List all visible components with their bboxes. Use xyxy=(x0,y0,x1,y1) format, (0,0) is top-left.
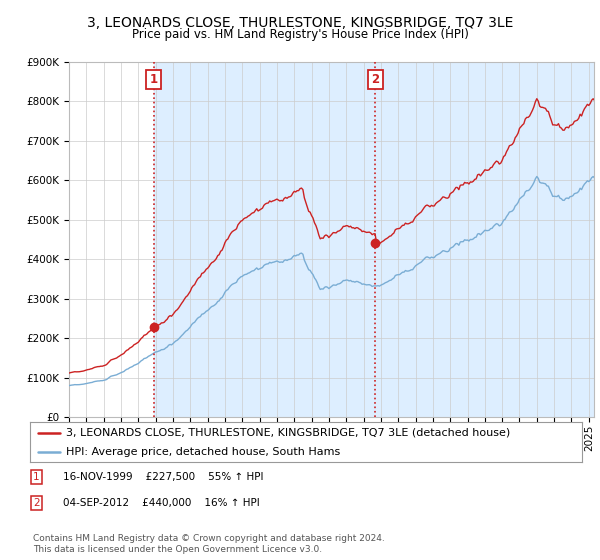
Text: 2: 2 xyxy=(33,498,40,508)
Text: 2: 2 xyxy=(371,73,379,86)
Text: Contains HM Land Registry data © Crown copyright and database right 2024.
This d: Contains HM Land Registry data © Crown c… xyxy=(33,534,385,554)
Text: 1: 1 xyxy=(149,73,158,86)
Text: HPI: Average price, detached house, South Hams: HPI: Average price, detached house, Sout… xyxy=(66,446,340,456)
Bar xyxy=(375,62,594,417)
Bar xyxy=(154,62,375,417)
Text: 04-SEP-2012    £440,000    16% ↑ HPI: 04-SEP-2012 £440,000 16% ↑ HPI xyxy=(63,498,260,508)
Text: Price paid vs. HM Land Registry's House Price Index (HPI): Price paid vs. HM Land Registry's House … xyxy=(131,28,469,41)
Text: 1: 1 xyxy=(33,472,40,482)
Text: 16-NOV-1999    £227,500    55% ↑ HPI: 16-NOV-1999 £227,500 55% ↑ HPI xyxy=(63,472,263,482)
Text: 3, LEONARDS CLOSE, THURLESTONE, KINGSBRIDGE, TQ7 3LE (detached house): 3, LEONARDS CLOSE, THURLESTONE, KINGSBRI… xyxy=(66,428,510,438)
Text: 3, LEONARDS CLOSE, THURLESTONE, KINGSBRIDGE, TQ7 3LE: 3, LEONARDS CLOSE, THURLESTONE, KINGSBRI… xyxy=(87,16,513,30)
